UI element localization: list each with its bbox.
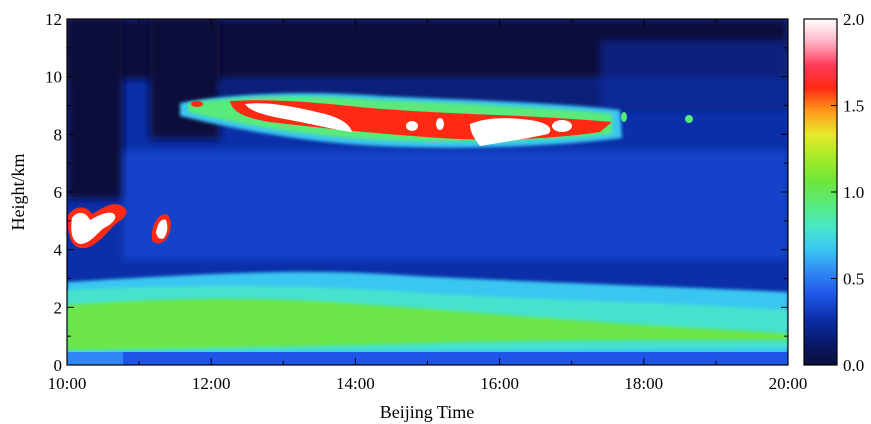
x-tick-label: 18:00 — [624, 374, 663, 393]
y-tick-label: 0 — [54, 356, 63, 375]
y-tick-label: 12 — [45, 10, 62, 29]
x-axis-title: Beijing Time — [380, 402, 475, 422]
low-cloud-2-core — [156, 219, 168, 239]
cirrus-green-spot — [621, 112, 627, 122]
y-axis: 0 2 4 6 8 10 12 — [45, 10, 788, 375]
near-surface-blue — [67, 352, 788, 365]
colorbar-tick-label: 2.0 — [843, 10, 864, 29]
x-tick-label: 20:00 — [769, 374, 808, 393]
cirrus-white-spot — [406, 121, 418, 131]
plot-area — [67, 19, 788, 365]
mid-blue-layer — [123, 150, 788, 260]
x-tick-label: 16:00 — [480, 374, 519, 393]
y-tick-label: 10 — [45, 68, 62, 87]
aerosol-green-layer — [67, 298, 788, 350]
cirrus-red-spot — [191, 101, 203, 107]
x-tick-label: 12:00 — [192, 374, 231, 393]
y-axis-title: Height/km — [8, 154, 28, 231]
cirrus-white-spot — [552, 120, 572, 132]
colorbar-tick-label: 1.0 — [843, 183, 864, 202]
colorbar-axis: 0.0 0.5 1.0 1.5 2.0 — [831, 10, 864, 375]
cirrus-white-spot — [436, 118, 444, 130]
y-tick-label: 2 — [54, 298, 63, 317]
cirrus-white-core-1 — [245, 103, 352, 132]
cirrus-white-core-2 — [470, 118, 551, 146]
y-tick-label: 8 — [54, 125, 63, 144]
colorbar-tick-label: 1.5 — [843, 97, 864, 116]
x-tick-label: 14:00 — [336, 374, 375, 393]
y-tick-label: 4 — [54, 241, 63, 260]
x-tick-label: 10:00 — [48, 374, 87, 393]
y-tick-label: 6 — [54, 183, 63, 202]
cirrus-green-spot — [685, 115, 693, 123]
early-clear-column — [67, 19, 123, 199]
colorbar-tick-label: 0.5 — [843, 270, 864, 289]
x-axis: 10:00 12:00 14:00 16:00 18:00 20:00 — [48, 19, 808, 393]
upper-blue-band-late — [600, 40, 788, 110]
colorbar-tick-label: 0.0 — [843, 356, 864, 375]
near-surface-blue-early — [67, 352, 123, 365]
low-cloud-1-core — [71, 212, 116, 244]
